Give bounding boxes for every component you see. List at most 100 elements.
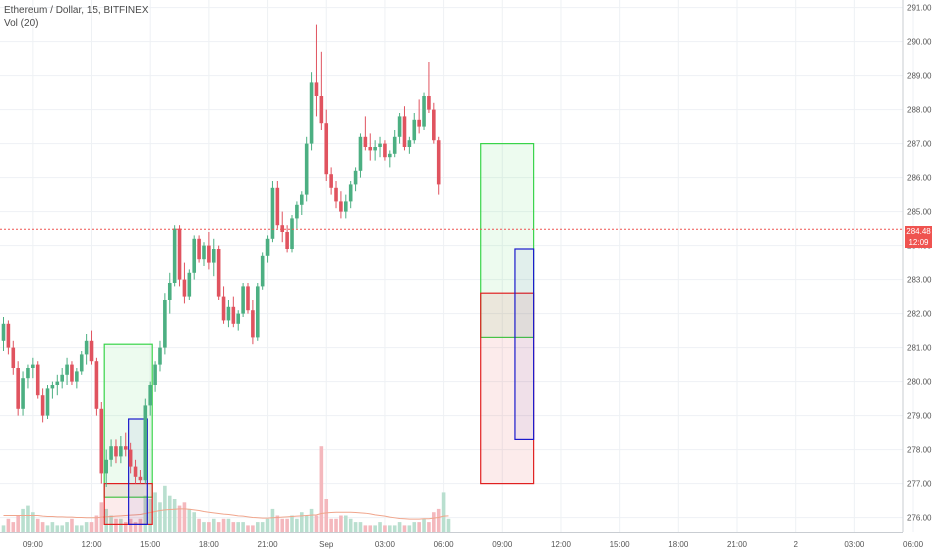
volume-bar <box>363 525 368 532</box>
volume-bar <box>216 522 221 532</box>
price-tick-label: 276.00 <box>907 514 932 523</box>
volume-bar <box>50 522 55 532</box>
volume-bar <box>226 518 231 532</box>
volume-bar <box>280 518 285 532</box>
candle-body <box>70 364 74 382</box>
candle-body <box>104 459 108 474</box>
volume-bar <box>251 525 255 532</box>
candle-body <box>299 194 304 205</box>
volume-bar <box>148 499 152 532</box>
annotation-red-zone-2 <box>480 292 535 485</box>
volume-bar <box>75 525 79 532</box>
candle-body <box>187 272 192 297</box>
candle-body <box>344 201 348 212</box>
volume-bar <box>123 522 128 532</box>
candle-body <box>285 232 289 249</box>
candle-body <box>329 174 333 188</box>
candle-body <box>94 361 99 409</box>
volume-bar <box>417 522 421 532</box>
candle-body <box>432 109 436 141</box>
candle-body <box>290 218 294 249</box>
candle-body <box>202 245 206 260</box>
volume-bar <box>422 518 426 532</box>
candle-body <box>45 388 50 416</box>
candle-body <box>31 364 35 368</box>
volume-bar <box>16 515 20 532</box>
price-tick-label: 282.00 <box>907 310 932 319</box>
candle-body <box>241 286 245 314</box>
volume-bar <box>427 522 431 532</box>
volume-bar <box>6 518 11 532</box>
volume-bar <box>163 485 167 532</box>
time-tick-label: 12:00 <box>82 540 103 549</box>
candle-body <box>133 466 138 477</box>
time-tick-label: 18:00 <box>199 540 220 549</box>
volume-bar <box>329 518 333 532</box>
volume-bar <box>353 522 358 532</box>
volume-bar <box>348 518 353 532</box>
volume-bar <box>133 522 138 532</box>
time-tick-label: 03:00 <box>844 540 865 549</box>
candle-body <box>177 228 182 280</box>
volume-bar <box>182 502 187 532</box>
candle-body <box>392 136 397 154</box>
price-tick-label: 278.00 <box>907 446 932 455</box>
time-tick-label: 06:00 <box>434 540 455 549</box>
volume-bar <box>31 512 35 532</box>
volume-bar <box>21 508 25 532</box>
volume-bar <box>368 525 373 532</box>
candle-body <box>295 204 299 219</box>
volume-bar <box>441 492 446 532</box>
candle-body <box>373 147 377 151</box>
candle-body <box>163 300 167 348</box>
volume-bar <box>265 518 270 532</box>
candle-body <box>309 82 314 144</box>
candle-body <box>211 249 216 263</box>
candle-body <box>84 340 89 355</box>
volume-bar <box>397 522 402 532</box>
volume-bar <box>407 525 412 532</box>
price-tick-label: 288.00 <box>907 106 932 115</box>
volume-bar <box>383 525 387 532</box>
candle-body <box>265 238 270 256</box>
volume-bar <box>84 522 89 532</box>
volume-bar <box>260 522 265 532</box>
volume-bar <box>40 522 45 532</box>
candle-body <box>109 446 113 460</box>
candle-body <box>221 296 226 321</box>
candle-body <box>246 286 250 311</box>
volume-bar <box>275 515 280 532</box>
candle-body <box>148 385 152 406</box>
volume-bar <box>60 525 64 532</box>
candle-body <box>236 313 241 324</box>
volume-bar <box>158 502 162 532</box>
volume-bar <box>153 492 157 532</box>
candle-body <box>40 395 45 416</box>
volume-bar <box>45 525 50 532</box>
candle-body <box>11 347 16 368</box>
annotation-green-zone-2 <box>480 143 535 339</box>
time-tick-label: 15:00 <box>610 540 631 549</box>
price-tick-label: 289.00 <box>907 72 932 81</box>
price-tick-label: 280.00 <box>907 378 932 387</box>
candle-body <box>402 116 407 147</box>
time-tick-label: 18:00 <box>668 540 689 549</box>
volume-bar <box>339 515 343 532</box>
candle-body <box>89 340 94 362</box>
candle-body <box>6 323 11 348</box>
volume-bar <box>1 525 6 532</box>
price-tick-label: 286.00 <box>907 174 932 183</box>
candle-body <box>119 446 123 457</box>
candle-body <box>172 228 177 283</box>
volume-bar <box>412 522 417 532</box>
candle-body <box>314 82 319 96</box>
time-tick-label: 2 <box>793 540 798 549</box>
candle-body <box>55 381 60 385</box>
volume-bar <box>109 515 113 532</box>
volume-bar <box>128 518 133 532</box>
time-tick-label: 21:00 <box>258 540 279 549</box>
volume-bar <box>241 522 245 532</box>
candle-body <box>436 140 441 185</box>
annotation-blue-zone-1 <box>128 418 148 526</box>
